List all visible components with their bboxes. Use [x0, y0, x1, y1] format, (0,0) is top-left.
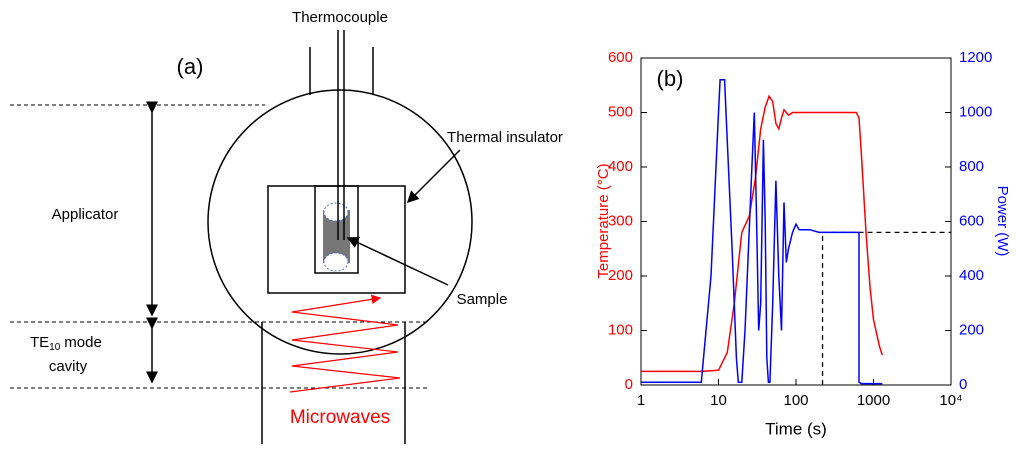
y2-tick-label: 400	[959, 267, 984, 284]
x-tick-label: 100	[783, 392, 808, 409]
y-axis-label: Temperature (°C)	[595, 163, 612, 278]
y-tick-label: 500	[608, 103, 633, 120]
y-tick-label: 100	[608, 321, 633, 338]
cavity-label: TE10 mode	[30, 334, 102, 353]
sample-label: Sample	[457, 291, 508, 308]
panel-label: (b)	[657, 66, 684, 91]
cavity-sub: 10	[49, 342, 61, 353]
thermocouple-label: Thermocouple	[292, 9, 388, 26]
insulator-label: Thermal insulator	[447, 129, 563, 146]
x-tick-label: 10	[710, 392, 727, 409]
cavity-line2: cavity	[49, 358, 88, 375]
y2-tick-label: 1200	[959, 49, 992, 66]
y-tick-label: 400	[608, 158, 633, 175]
panel-label: (a)	[177, 54, 204, 79]
y-tick-label: 600	[608, 49, 633, 66]
cavity-mode: TE	[30, 334, 49, 351]
diagram: Thermocouple (a) Thermal insulator Appli…	[10, 9, 563, 444]
chart: (b) Time (s) Temperature (°C) Power (W) …	[595, 49, 1011, 439]
plot-frame	[640, 57, 952, 386]
x-axis-label: Time (s)	[765, 419, 827, 438]
y2-tick-label: 200	[959, 321, 984, 338]
y-tick-label: 300	[608, 212, 633, 229]
series-line	[641, 94, 884, 373]
x-tick-label: 1000	[857, 392, 890, 409]
y2-tick-label: 1000	[959, 103, 992, 120]
y2-tick-label: 0	[959, 376, 967, 393]
y2-axis-label: Power (W)	[994, 186, 1011, 257]
applicator-label: Applicator	[52, 206, 119, 223]
y2-tick-label: 800	[959, 158, 984, 175]
x-tick-label: 10⁴	[939, 392, 962, 409]
microwaves-label: Microwaves	[290, 407, 390, 428]
y2-tick-label: 600	[959, 212, 984, 229]
x-tick-label: 1	[637, 392, 645, 409]
y-tick-label: 200	[608, 267, 633, 284]
y-tick-label: 0	[625, 376, 633, 393]
cavity-rest: mode	[64, 334, 102, 351]
series-line	[641, 79, 883, 385]
